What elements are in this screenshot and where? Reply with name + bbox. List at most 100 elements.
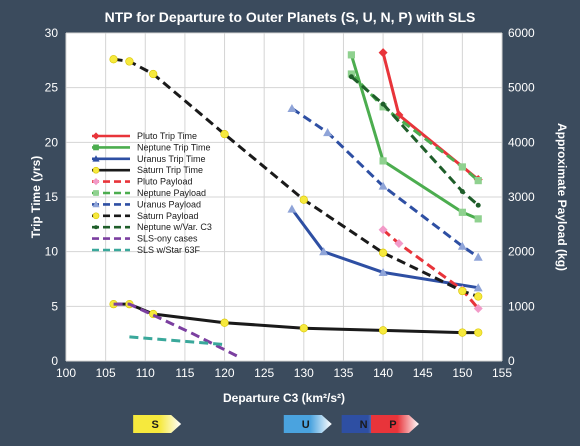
x-tick-label: 155	[492, 366, 512, 380]
y-right-tick-label: 0	[508, 354, 515, 368]
grid	[65, 32, 503, 362]
series-uranus-payload	[287, 103, 483, 261]
x-tick-label: 135	[333, 366, 353, 380]
series-sls-w-star-63f	[129, 335, 225, 347]
data-point	[347, 51, 355, 59]
data-point	[149, 69, 158, 79]
legend-marker	[94, 225, 98, 230]
data-point	[109, 55, 118, 64]
legend-label: Neptune w/Var. C3	[137, 222, 212, 232]
data-point	[459, 189, 465, 195]
y-right-tick-label: 3000	[508, 190, 535, 204]
series-line	[129, 335, 225, 347]
y-left-axis-title: Trip Time (yrs)	[29, 156, 43, 238]
legend-marker	[92, 178, 100, 186]
legend-marker	[92, 212, 100, 220]
badge-label: P	[389, 419, 396, 431]
badge-p: P	[370, 415, 419, 433]
data-point	[378, 181, 388, 190]
data-point	[125, 57, 134, 66]
series-line	[349, 54, 479, 221]
series-uranus-trip-time	[287, 204, 483, 292]
legend-label: SLS w/Star 63F	[137, 245, 201, 255]
data-point	[323, 127, 333, 137]
data-point	[394, 238, 404, 248]
x-axis-title: Departure C3 (km²/s²)	[223, 391, 345, 405]
data-point	[347, 70, 355, 78]
data-point	[220, 130, 229, 139]
x-tick-label: 100	[56, 366, 76, 380]
data-point	[348, 74, 354, 80]
series-line	[350, 75, 480, 207]
data-point	[319, 247, 329, 256]
data-point	[475, 202, 481, 208]
x-tick-label: 115	[175, 366, 194, 380]
data-point	[474, 292, 483, 301]
legend-marker	[92, 132, 100, 140]
data-point	[379, 103, 387, 111]
y-left-tick-label: 25	[45, 81, 59, 95]
data-point	[473, 304, 483, 314]
legend-label: Neptune Payload	[137, 188, 206, 198]
data-point	[379, 157, 387, 165]
badge-shape	[370, 415, 419, 433]
data-point	[474, 177, 482, 185]
data-point	[458, 328, 467, 337]
series-line	[113, 57, 479, 298]
legend-label: Saturn Trip Time	[137, 165, 203, 175]
data-point	[474, 328, 483, 337]
data-point	[458, 286, 467, 296]
y-left-tick-label: 0	[51, 354, 58, 368]
data-point	[287, 204, 297, 213]
tick-labels: 100 105 110 115 120 125 130 135 140 145 150 1550510…	[45, 26, 535, 380]
data-point	[299, 324, 308, 333]
y-right-tick-label: 2000	[508, 245, 535, 259]
x-tick-label: 130	[294, 366, 314, 380]
y-left-tick-label: 15	[45, 190, 59, 204]
y-right-tick-label: 4000	[508, 135, 535, 149]
legend-label: Saturn Payload	[137, 211, 199, 221]
data-point	[220, 318, 229, 327]
series-layer	[109, 48, 483, 360]
data-point	[457, 241, 467, 250]
y-right-tick-label: 6000	[508, 26, 535, 40]
y-right-axis-title: Approximate Payload (kg)	[555, 123, 569, 271]
chart-title: NTP for Departure to Outer Planets (S, U…	[105, 9, 476, 25]
x-tick-label: 125	[254, 366, 274, 380]
x-tick-label: 140	[373, 366, 393, 380]
y-left-tick-label: 5	[51, 299, 58, 313]
legend-label: Pluto Payload	[137, 177, 193, 187]
legend-label: Pluto Trip Time	[137, 131, 197, 141]
data-point	[458, 163, 466, 171]
series-saturn-payload	[109, 55, 483, 301]
data-point	[378, 326, 388, 335]
legend-marker	[93, 144, 99, 151]
y-left-tick-label: 20	[45, 135, 59, 149]
legend-marker	[92, 155, 100, 162]
x-tick-label: 145	[413, 366, 433, 380]
badge-label: N	[360, 419, 368, 431]
x-tick-label: 120	[215, 366, 235, 380]
x-tick-label: 105	[96, 366, 116, 380]
data-point	[473, 252, 483, 261]
data-point	[474, 215, 482, 223]
series-neptune-w-var-c3	[348, 74, 481, 208]
x-tick-label: 150	[452, 366, 472, 380]
legend-label: SLS-ony cases	[137, 234, 198, 244]
series-line	[113, 302, 242, 360]
data-point	[299, 195, 308, 204]
data-point	[378, 48, 388, 58]
legend-label: Uranus Payload	[137, 199, 201, 209]
series-sls-ony-cases	[113, 302, 242, 360]
data-point	[378, 267, 388, 277]
series-neptune-trip-time	[347, 51, 482, 223]
data-point	[458, 208, 466, 216]
legend-label: Uranus Trip Time	[137, 154, 206, 164]
badge-s: S	[133, 415, 182, 433]
y-right-tick-label: 5000	[508, 81, 535, 95]
badge-shape	[283, 415, 332, 433]
y-left-tick-label: 10	[45, 245, 59, 259]
